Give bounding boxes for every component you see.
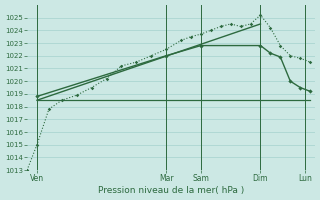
X-axis label: Pression niveau de la mer( hPa ): Pression niveau de la mer( hPa ) — [98, 186, 244, 195]
